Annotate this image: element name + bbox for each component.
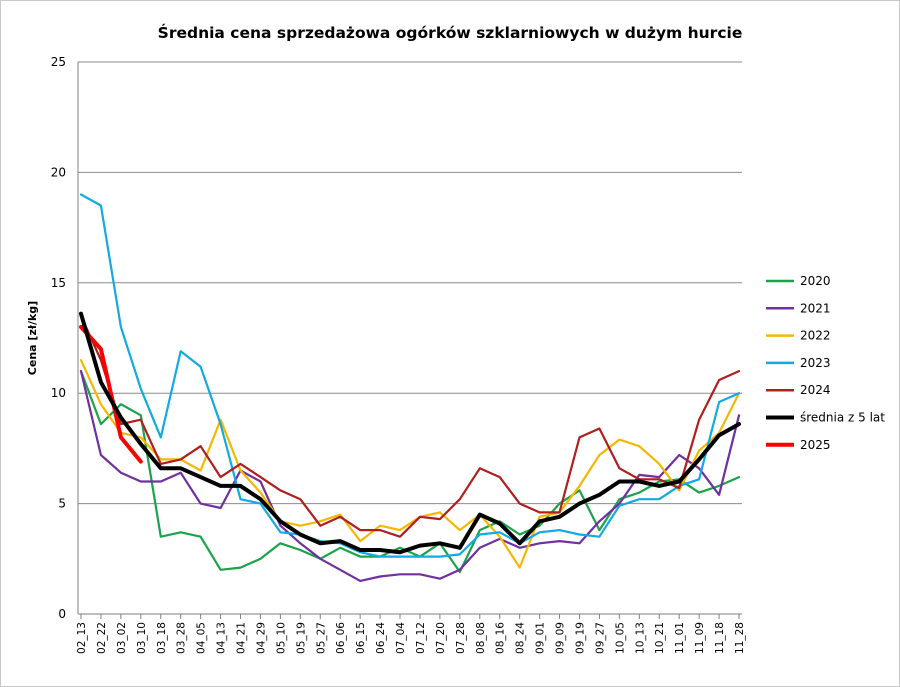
x-tick-label: 03_28 <box>176 622 188 654</box>
legend-label: 2024 <box>800 383 831 397</box>
x-tick-label: 05_10 <box>275 622 287 654</box>
series-line-6 <box>79 325 143 464</box>
x-tick-label: 04_05 <box>196 622 208 654</box>
series-line-4 <box>79 314 741 538</box>
x-tick-label: 03_18 <box>156 622 168 654</box>
series-layer <box>79 193 741 582</box>
x-tick-label: 08_16 <box>495 622 507 654</box>
chart-title: Średnia cena sprzedażowa ogórków szklarn… <box>158 23 743 42</box>
x-tick-label: 07_12 <box>415 622 427 654</box>
x-tick-label: 09_19 <box>574 622 586 654</box>
x-tick-label: 05_19 <box>295 622 307 654</box>
x-tick-label: 11_18 <box>714 622 726 654</box>
x-tick-label: 11_01 <box>674 622 686 654</box>
x-tick-label: 07_28 <box>455 622 467 654</box>
series-line-1 <box>79 370 741 582</box>
legend-label: średnia z 5 lat <box>800 411 885 425</box>
y-tick-label: 25 <box>51 55 66 69</box>
x-tick-label: 08_24 <box>515 622 527 654</box>
x-tick-label: 03_02 <box>116 622 128 654</box>
x-tick-label: 09_27 <box>594 622 606 654</box>
series-line-2 <box>79 359 741 569</box>
gridlines <box>78 61 742 505</box>
x-tick-label: 06_06 <box>335 622 347 654</box>
x-tick-label: 04_29 <box>255 622 267 654</box>
legend: 2020 2021 2022 2023 2024 średnia z 5 lat 2025 <box>766 274 885 452</box>
x-tick-label: 03_10 <box>136 622 148 654</box>
legend-label: 2021 <box>800 301 831 315</box>
x-tick-label: 07_20 <box>435 622 447 654</box>
x-tick-label: 04_21 <box>236 622 248 654</box>
y-tick-label: 5 <box>58 497 66 511</box>
y-tick-label: 10 <box>51 386 66 400</box>
x-tick-label: 02_22 <box>96 622 108 654</box>
x-tick-label: 07_04 <box>395 622 407 654</box>
y-axis-label: Cena [zł/kg] <box>26 301 39 375</box>
x-tick-label: 08_08 <box>475 622 487 654</box>
x-tick-label: 09_01 <box>535 622 547 654</box>
legend-label: 2025 <box>800 438 831 452</box>
y-tick-label: 0 <box>58 607 66 621</box>
series-line-3 <box>79 193 741 558</box>
x-tick-label: 09_09 <box>555 622 567 654</box>
x-tick-label: 10_21 <box>654 622 666 654</box>
x-tick-label: 06_24 <box>375 622 387 654</box>
x-tick-label: 04_13 <box>216 622 228 654</box>
y-tick-label: 15 <box>51 276 66 290</box>
y-tick-label: 20 <box>51 165 66 179</box>
x-tick-label: 11_09 <box>694 622 706 654</box>
legend-label: 2023 <box>800 356 831 370</box>
x-tick-label: 11_28 <box>734 622 746 654</box>
axes: 0 5 10 15 20 25 02_13 02_22 03_02 03_10 03_18 03_28… <box>51 55 746 654</box>
x-tick-label: 06_15 <box>355 622 367 654</box>
legend-label: 2022 <box>800 329 831 343</box>
x-tick-label: 10_05 <box>614 622 626 654</box>
x-tick-label: 05_27 <box>315 622 327 654</box>
x-tick-label: 02_13 <box>76 622 88 654</box>
x-tick-label: 10_13 <box>634 622 646 654</box>
series-line-0 <box>79 370 741 574</box>
legend-label: 2020 <box>800 274 831 288</box>
series-line-5 <box>79 311 741 555</box>
